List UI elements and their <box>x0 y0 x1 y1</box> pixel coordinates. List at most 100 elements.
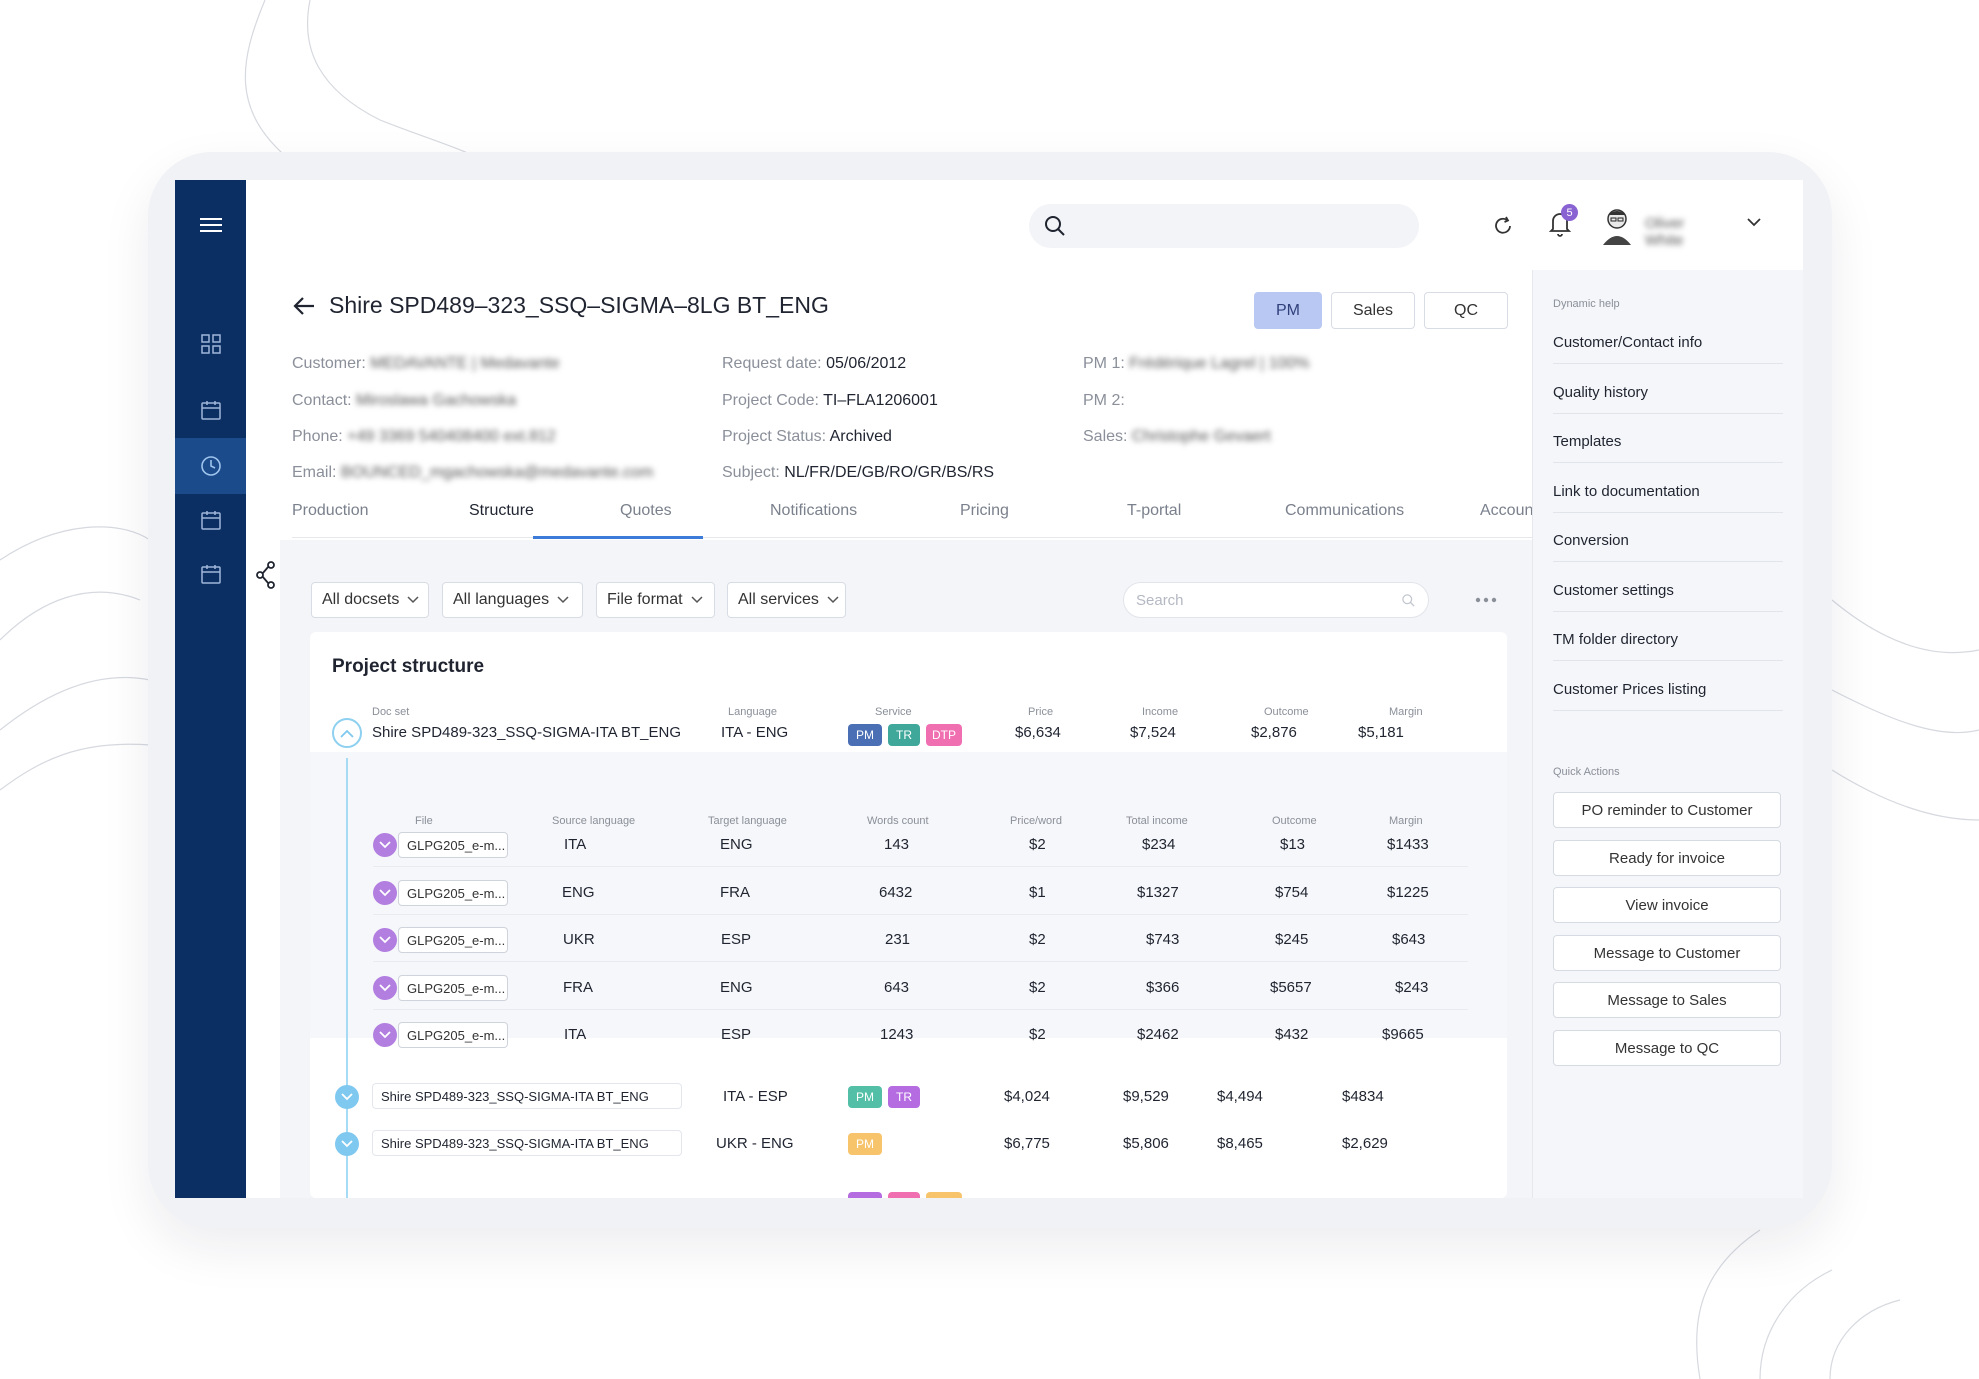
link-customer-prices-listing[interactable]: Customer Prices listing <box>1553 681 1783 711</box>
file-total-income: $2462 <box>1137 1026 1179 1043</box>
nav-calendar[interactable] <box>175 382 246 438</box>
message-to-customer-button[interactable]: Message to Customer <box>1553 935 1781 971</box>
tab-quotes[interactable]: Quotes <box>620 502 672 519</box>
app-screen: 5 Oliver White Shire SPD489–323_SSQ–SIGM… <box>175 180 1803 1198</box>
tab-production[interactable]: Production <box>292 502 369 519</box>
message-to-qc-button[interactable]: Message to QC <box>1553 1030 1781 1066</box>
nav-history[interactable] <box>175 438 246 494</box>
col-target-language: Target language <box>708 815 787 827</box>
info-pm1: PM 1: Frédérique Lagrel | 100% <box>1083 355 1310 372</box>
expand-button[interactable] <box>335 1132 359 1156</box>
chevron-down-icon[interactable] <box>1746 216 1762 228</box>
file-select-toggle[interactable] <box>373 976 397 1000</box>
expanded-files-area <box>310 752 1507 1038</box>
file-select-toggle[interactable] <box>373 833 397 857</box>
info-email: Email: BOUNCED_mgachowska@medavante.com <box>292 464 654 481</box>
link-templates[interactable]: Templates <box>1553 433 1783 463</box>
tab-notifications[interactable]: Notifications <box>770 502 858 519</box>
file-price-word: $2 <box>1029 1026 1046 1043</box>
filter-languages[interactable]: All languages <box>442 582 583 618</box>
tab-pricing[interactable]: Pricing <box>960 502 1009 519</box>
view-invoice-button[interactable]: View invoice <box>1553 887 1781 923</box>
global-search[interactable] <box>1029 204 1419 248</box>
docset-margin: $4834 <box>1342 1088 1384 1105</box>
file-source-language: ITA <box>564 836 587 853</box>
nav-dashboard[interactable] <box>175 316 246 372</box>
file-chip[interactable]: GLPG205_e-m... <box>398 927 508 953</box>
page-title: Shire SPD489–323_SSQ–SIGMA–8LG BT_ENG <box>329 292 829 318</box>
link-tm-folder-directory[interactable]: TM folder directory <box>1553 631 1783 661</box>
link-conversion[interactable]: Conversion <box>1553 532 1783 562</box>
filter-file-format[interactable]: File format <box>596 582 715 618</box>
file-chip[interactable]: GLPG205_e-m... <box>398 832 508 858</box>
po-reminder-button[interactable]: PO reminder to Customer <box>1553 792 1781 828</box>
file-target-language: ENG <box>720 979 753 996</box>
chevron-down-icon <box>379 1031 391 1039</box>
file-chip[interactable]: GLPG205_e-m... <box>398 880 508 906</box>
file-select-toggle[interactable] <box>373 881 397 905</box>
tab-accounting[interactable]: Accoun <box>1480 502 1534 519</box>
file-select-toggle[interactable] <box>373 928 397 952</box>
tab-structure[interactable]: Structure <box>469 502 534 519</box>
col-words-count: Words count <box>867 815 929 827</box>
docset-income: $9,529 <box>1123 1088 1169 1105</box>
file-select-toggle[interactable] <box>373 1023 397 1047</box>
docset-margin: $5,181 <box>1358 724 1404 741</box>
role-pm-button[interactable]: PM <box>1254 292 1322 329</box>
file-chip[interactable]: GLPG205_e-m... <box>398 1022 508 1048</box>
chevron-down-icon <box>341 1140 353 1148</box>
role-qc-button[interactable]: QC <box>1424 292 1508 329</box>
back-arrow-icon[interactable] <box>293 296 315 316</box>
nav-events[interactable] <box>175 546 246 602</box>
refresh-icon[interactable] <box>1492 215 1514 237</box>
file-words-count: 231 <box>885 931 911 948</box>
filter-docsets[interactable]: All docsets <box>311 582 429 618</box>
col-service: Service <box>875 706 912 718</box>
message-to-sales-button[interactable]: Message to Sales <box>1553 982 1781 1018</box>
tab-t-portal[interactable]: T-portal <box>1127 502 1182 519</box>
file-outcome: $432 <box>1275 1026 1309 1043</box>
link-customer-settings[interactable]: Customer settings <box>1553 582 1783 612</box>
docset-name[interactable]: Shire SPD489-323_SSQ-SIGMA-ITA BT_ENG <box>372 1083 682 1109</box>
docset-name[interactable]: Shire SPD489-323_SSQ-SIGMA-ITA BT_ENG <box>372 724 682 741</box>
calendar-icon <box>200 401 221 420</box>
nav-schedule[interactable] <box>175 492 246 548</box>
chevron-down-icon <box>379 841 391 849</box>
collapse-button[interactable] <box>332 718 362 748</box>
file-margin: $1225 <box>1387 884 1429 901</box>
expand-button[interactable] <box>335 1085 359 1109</box>
service-tr-pill: TR <box>888 1086 920 1108</box>
file-words-count: 643 <box>884 979 910 996</box>
avatar[interactable] <box>1599 205 1635 245</box>
sidebar-nav <box>175 180 246 1198</box>
structure-search-input[interactable]: Search <box>1123 582 1429 618</box>
tab-communications[interactable]: Communications <box>1285 502 1405 519</box>
quick-actions-label: Quick Actions <box>1553 766 1620 778</box>
service-pm-pill: PM <box>848 1086 882 1108</box>
role-sales-button[interactable]: Sales <box>1331 292 1415 329</box>
file-chip[interactable]: GLPG205_e-m... <box>398 975 508 1001</box>
link-quality-history[interactable]: Quality history <box>1553 384 1783 414</box>
file-words-count: 1243 <box>880 1026 914 1043</box>
info-customer: Customer: MEDAVANTE | Medavante <box>292 355 560 372</box>
more-options-icon[interactable] <box>1475 597 1497 603</box>
user-name[interactable]: Oliver White <box>1645 215 1685 249</box>
chevron-up-icon <box>340 729 354 738</box>
info-subject: Subject: NL/FR/DE/GB/RO/GR/BS/RS <box>722 464 995 481</box>
link-customer-contact-info[interactable]: Customer/Contact info <box>1553 334 1783 364</box>
col-price: Price <box>1028 706 1054 718</box>
file-price-word: $2 <box>1029 931 1046 948</box>
link-documentation[interactable]: Link to documentation <box>1553 483 1783 513</box>
col-income: Income <box>1142 706 1179 718</box>
info-request-date: Request date: 05/06/2012 <box>722 355 907 372</box>
docset-language: ITA - ESP <box>723 1088 788 1105</box>
filter-services[interactable]: All services <box>727 582 846 618</box>
docset-name[interactable]: Shire SPD489-323_SSQ-SIGMA-ITA BT_ENG <box>372 1130 682 1156</box>
chevron-down-icon <box>827 596 839 604</box>
ready-for-invoice-button[interactable]: Ready for invoice <box>1553 840 1781 876</box>
menu-button[interactable] <box>175 197 246 253</box>
share-icon[interactable] <box>255 560 277 590</box>
file-outcome: $754 <box>1275 884 1309 901</box>
grid-icon <box>200 334 221 354</box>
